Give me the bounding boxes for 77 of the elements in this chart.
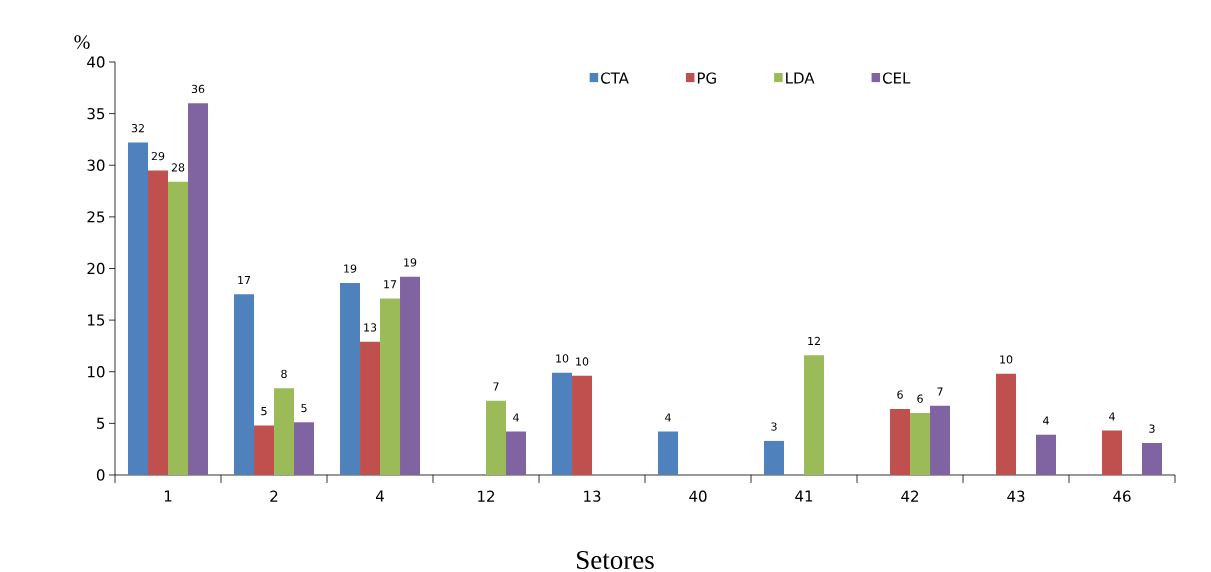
data-label: 19 bbox=[404, 258, 417, 267]
bar bbox=[380, 298, 401, 475]
bar bbox=[148, 170, 169, 475]
data-label: 17 bbox=[384, 280, 397, 289]
legend-label: CEL bbox=[882, 72, 911, 84]
x-tick-label: 43 bbox=[1007, 490, 1025, 502]
bar bbox=[572, 375, 593, 475]
bar bbox=[168, 181, 189, 475]
bar bbox=[930, 405, 951, 475]
data-label: 17 bbox=[238, 276, 251, 285]
data-label: 4 bbox=[1109, 412, 1115, 421]
bar bbox=[910, 413, 931, 475]
data-label: 19 bbox=[344, 264, 357, 273]
data-label: 7 bbox=[937, 387, 943, 396]
x-tick-label: 42 bbox=[901, 490, 919, 502]
data-label: 13 bbox=[364, 323, 377, 332]
data-label: 4 bbox=[513, 413, 519, 422]
data-label: 8 bbox=[281, 369, 287, 379]
data-label: 32 bbox=[131, 124, 144, 133]
y-tick-label: 10 bbox=[88, 366, 105, 378]
data-label: 5 bbox=[301, 403, 307, 413]
legend-label: CTA bbox=[601, 72, 629, 84]
data-label: 4 bbox=[665, 413, 671, 422]
x-tick-label: 1 bbox=[164, 490, 172, 502]
bar bbox=[552, 372, 573, 475]
x-tick-label: 2 bbox=[270, 490, 278, 502]
y-tick-label: 15 bbox=[88, 314, 105, 326]
x-axis-title: Setores bbox=[577, 550, 654, 570]
bar bbox=[254, 425, 275, 475]
bar bbox=[274, 388, 295, 475]
x-tick-label: 40 bbox=[689, 490, 707, 502]
legend-label: LDA bbox=[786, 72, 815, 84]
y-tick-label: 30 bbox=[87, 159, 105, 171]
data-label: 28 bbox=[171, 163, 185, 172]
y-axis-title: % bbox=[74, 35, 90, 49]
y-tick-label: 0 bbox=[96, 469, 105, 481]
data-label: 10 bbox=[1000, 355, 1013, 364]
y-tick-label: 5 bbox=[97, 417, 105, 429]
bar bbox=[658, 431, 679, 475]
x-tick-label: 12 bbox=[478, 490, 495, 502]
data-label: 10 bbox=[556, 354, 569, 363]
data-label: 10 bbox=[576, 357, 589, 366]
bar bbox=[486, 400, 507, 475]
data-label: 3 bbox=[1149, 424, 1155, 433]
y-tick-label: 35 bbox=[87, 107, 105, 120]
bar bbox=[128, 142, 149, 475]
bar bbox=[1142, 442, 1163, 475]
x-tick-label: 41 bbox=[795, 490, 813, 502]
data-label: 4 bbox=[1043, 416, 1049, 425]
bar bbox=[340, 282, 361, 475]
data-label: 5 bbox=[261, 407, 267, 416]
bar bbox=[188, 103, 209, 475]
data-label: 7 bbox=[493, 382, 499, 391]
bar bbox=[804, 355, 825, 475]
x-tick-label: 4 bbox=[375, 490, 384, 502]
data-label: 29 bbox=[151, 151, 165, 161]
y-tick-label: 20 bbox=[87, 262, 105, 275]
data-label: 12 bbox=[808, 336, 820, 346]
bar bbox=[764, 440, 785, 475]
bar bbox=[890, 408, 911, 475]
bar bbox=[996, 373, 1017, 475]
bar bbox=[1102, 430, 1123, 475]
y-tick-label: 40 bbox=[87, 56, 105, 68]
bar bbox=[294, 422, 315, 475]
legend-label: PG bbox=[697, 72, 716, 84]
bar bbox=[360, 341, 381, 475]
bar bbox=[1036, 434, 1057, 475]
y-tick-label: 25 bbox=[87, 211, 105, 223]
data-label: 36 bbox=[191, 84, 205, 94]
bar bbox=[506, 431, 527, 475]
bar bbox=[234, 294, 255, 475]
data-label: 6 bbox=[917, 394, 923, 403]
data-label: 3 bbox=[771, 422, 777, 431]
x-tick-label: 46 bbox=[1113, 490, 1131, 502]
data-label: 6 bbox=[897, 390, 903, 399]
bar bbox=[400, 276, 421, 475]
x-tick-label: 13 bbox=[584, 490, 601, 502]
